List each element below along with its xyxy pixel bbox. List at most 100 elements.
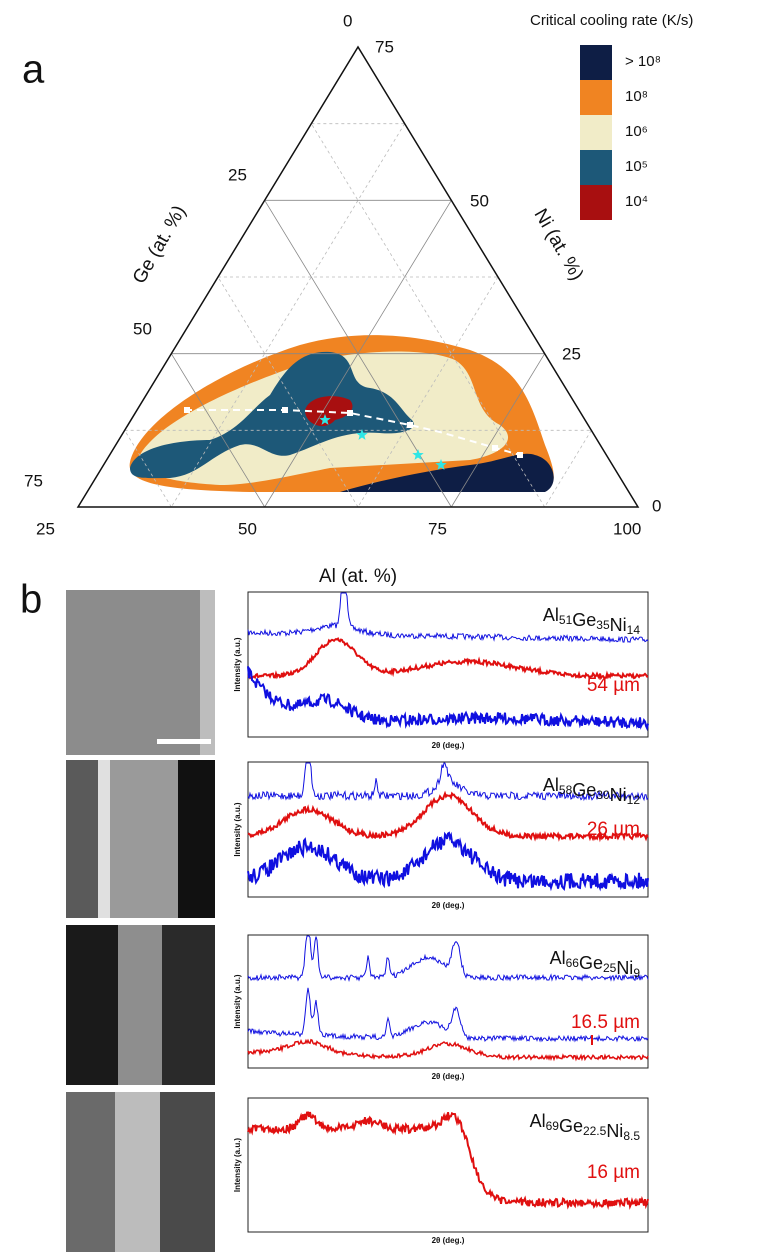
triangle-frame: [76, 45, 640, 508]
tick-label: 50: [133, 319, 152, 338]
axis-title: Al (at. %): [319, 566, 397, 587]
subscript: 66: [566, 956, 580, 970]
sem-region: [178, 760, 215, 918]
subscript: 25: [603, 961, 617, 975]
tick-label: 25: [228, 165, 247, 184]
tick-label: 75: [375, 37, 394, 56]
grid-line: [544, 430, 592, 508]
tick-label: 75: [24, 471, 43, 490]
xrd-trace: [247, 762, 649, 802]
subscript: 30: [596, 788, 610, 802]
element: Ni: [616, 958, 633, 978]
xrd-trace: [247, 1111, 649, 1210]
tick-label: 25: [562, 344, 581, 363]
element: Al: [543, 605, 559, 625]
subscript: 22.5: [583, 1124, 607, 1138]
element: Al: [530, 1111, 546, 1131]
subscript: 35: [596, 618, 610, 632]
subscript: 9: [633, 966, 640, 980]
tick-label: 50: [470, 191, 489, 210]
sample-marker: [282, 407, 288, 413]
sem-region: [66, 760, 98, 918]
tick-label: 75: [428, 519, 447, 538]
xrd-trace: [247, 592, 649, 644]
legend-swatch: [580, 115, 612, 150]
legend-title: Critical cooling rate (K/s): [530, 12, 693, 29]
legend: > 10⁸ 10⁸ 10⁶ 10⁵ 10⁴: [580, 45, 661, 220]
element: Ni: [606, 1121, 623, 1141]
star-marker: [435, 459, 447, 470]
star-marker: [319, 414, 331, 425]
sem-region: [115, 1092, 160, 1252]
element: Al: [550, 948, 566, 968]
formula: Al58Ge30Ni12: [543, 775, 640, 807]
legend-swatch: [580, 150, 612, 185]
cooling-rate-region: [340, 453, 554, 492]
sample-marker: [184, 407, 190, 413]
sample-marker: [407, 422, 413, 428]
legend-label: > 10⁸: [625, 53, 661, 70]
plot-frame: [247, 591, 649, 738]
tick-label: 0: [343, 11, 352, 30]
sample-marker: [492, 445, 498, 451]
subscript: 8.5: [623, 1129, 640, 1143]
legend-swatch: [580, 45, 612, 80]
legend-label: 10⁶: [625, 123, 648, 140]
grid-line: [310, 123, 546, 508]
x-axis-title: 2θ (deg.): [432, 1072, 465, 1081]
sem-region: [98, 760, 110, 918]
panel-label: b: [20, 578, 42, 622]
xrd-trace: [247, 831, 649, 892]
thickness-label: 26 µm: [587, 819, 640, 840]
xrd-trace: [247, 987, 649, 1043]
y-axis-title: Intensity (a.u.): [233, 637, 242, 692]
cooling-rate-region: [305, 396, 353, 427]
x-axis-title: 2θ (deg.): [432, 901, 465, 910]
element: Ni: [610, 785, 627, 805]
star-marker: [412, 449, 424, 460]
thickness-label: 16 µm: [587, 1162, 640, 1183]
grid-line: [170, 123, 406, 508]
y-axis-title: Intensity (a.u.): [233, 802, 242, 857]
xrd-trace: [247, 636, 649, 681]
panel-label: a: [22, 48, 45, 92]
legend-label: 10⁵: [625, 158, 648, 175]
sem-region: [66, 590, 200, 755]
element: Al: [543, 775, 559, 795]
ternary-diagram: [76, 45, 640, 508]
sem-region: [118, 925, 162, 1085]
composition-line: [185, 409, 521, 456]
subscript: 12: [627, 793, 641, 807]
tick-label: 100: [613, 519, 641, 538]
sem-region: [110, 760, 178, 918]
sem-region: [66, 1092, 115, 1252]
y-axis-title: Intensity (a.u.): [233, 974, 242, 1029]
x-axis-title: 2θ (deg.): [432, 1236, 465, 1245]
scale-bar: [157, 739, 211, 744]
element: Ge: [579, 953, 603, 973]
thickness-label: 54 µm: [587, 675, 640, 696]
subscript: 69: [546, 1119, 560, 1133]
element: Ge: [572, 780, 596, 800]
subscript: 51: [559, 613, 573, 627]
subscript: 58: [559, 783, 573, 797]
sem-region: [200, 590, 215, 755]
sample-marker: [517, 452, 523, 458]
subscript: 14: [627, 623, 641, 637]
xrd-trace: [247, 935, 649, 982]
cooling-rate-region: [130, 351, 414, 479]
y-axis-title: Intensity (a.u.): [233, 1138, 242, 1193]
legend-label: 10⁸: [625, 88, 648, 105]
formula: Al69Ge22.5Ni8.5: [530, 1111, 641, 1143]
legend-label: 10⁴: [625, 193, 648, 210]
sample-marker: [347, 410, 353, 416]
grid-line: [217, 276, 359, 508]
xrd-trace: [247, 1038, 649, 1062]
xrd-trace: [247, 790, 649, 843]
grid-line: [124, 430, 172, 508]
element: Ni: [610, 615, 627, 635]
tick-label: 25: [36, 519, 55, 538]
sem-region: [160, 1092, 215, 1252]
